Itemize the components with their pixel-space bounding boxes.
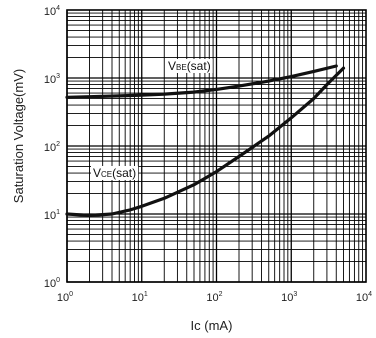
y-tick-label: 100 (44, 277, 60, 290)
series-line-vce-sat (65, 66, 346, 218)
series-labels: VBE(sat) VCE(sat) (91, 59, 213, 180)
y-tick-label: 104 (44, 5, 60, 18)
series-label-text: VBE(sat) (168, 59, 211, 73)
grid-lines (66, 10, 366, 283)
y-tick-labels: 100 101 102 103 104 (44, 5, 60, 290)
x-tick-label: 102 (206, 291, 222, 304)
series-line-vbe-sat (65, 64, 338, 99)
x-tick-label: 100 (57, 291, 73, 304)
x-tick-label: 104 (356, 291, 372, 304)
series-label-text: VCE(sat) (93, 166, 136, 180)
x-axis-title: Ic (mA) (191, 318, 233, 333)
x-tick-label: 103 (281, 291, 297, 304)
series-label-background (91, 166, 139, 180)
y-axis-title: Saturation Voltage(mV) (11, 69, 26, 203)
series-label-vce-sat: VCE(sat) (91, 166, 139, 180)
series-lines (65, 64, 346, 218)
series-label-vbe-sat: VBE(sat) (166, 59, 213, 73)
series-label-background (166, 59, 213, 73)
y-tick-label: 102 (44, 141, 60, 154)
x-tick-label: 101 (132, 291, 148, 304)
plot-frame (66, 9, 367, 283)
y-tick-label: 101 (44, 209, 60, 222)
x-tick-labels: 100 101 102 103 104 (57, 291, 372, 304)
y-tick-label: 103 (44, 73, 60, 86)
